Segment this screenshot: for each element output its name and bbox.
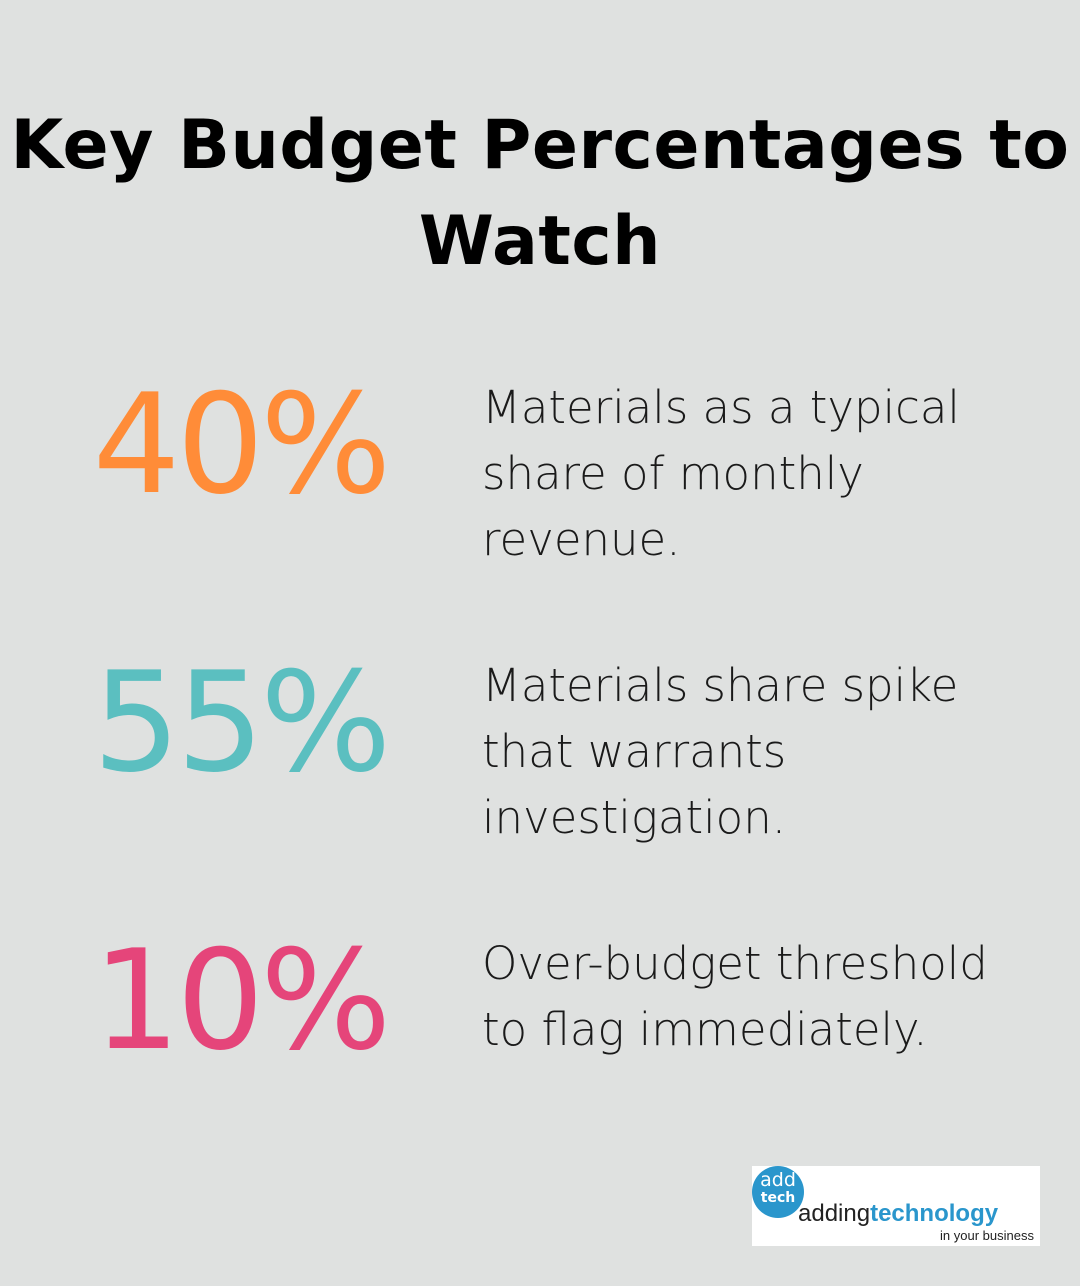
logo-wordmark: addingtechnology	[798, 1200, 998, 1228]
stat-description-threshold: Over-budget threshold to flag immediatel…	[482, 937, 988, 1056]
adding-technology-logo: add tech addingtechnology in your busine…	[752, 1166, 1040, 1246]
logo-tagline: in your business	[940, 1228, 1034, 1243]
logo-word-technology: technology	[870, 1200, 999, 1227]
logo-word-adding: adding	[798, 1200, 871, 1227]
logo-badge-top: add	[760, 1169, 796, 1191]
logo-badge-bottom: tech	[760, 1190, 796, 1206]
stat-value-threshold: 10%	[92, 920, 392, 1081]
stat-value-materials: 40%	[92, 364, 392, 525]
stat-description-materials: Materials as a typical share of monthly …	[482, 381, 960, 566]
page-title: Key Budget Percentages to Watch	[10, 106, 1070, 281]
logo-badge: add tech	[752, 1166, 804, 1218]
stat-description-spike: Materials share spike that warrants inve…	[482, 659, 959, 844]
stat-value-spike: 55%	[92, 642, 392, 803]
